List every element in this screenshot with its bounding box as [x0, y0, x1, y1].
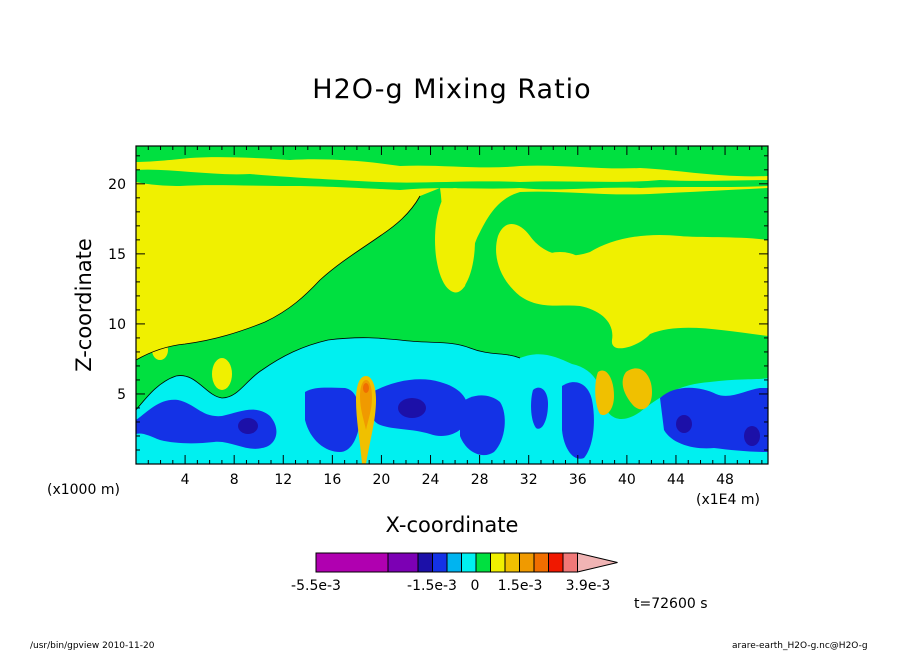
- colorbar-segment: [417, 552, 433, 573]
- time-label: t=72600 s: [634, 596, 708, 612]
- field-yellow-island: [435, 188, 475, 292]
- field-darkblue: [676, 415, 692, 433]
- y-axis: 5 10 15 20: [108, 155, 768, 451]
- x-axis: 4 8 12 16 20 24 28 32 36 40 44 48: [147, 146, 763, 488]
- x-tick-label: 44: [667, 472, 685, 488]
- x-scale-label: (x1E4 m): [696, 492, 760, 508]
- x-tick-label: 28: [471, 472, 489, 488]
- x-tick-label: 12: [274, 472, 292, 488]
- colorbar-label: 3.9e-3: [566, 578, 611, 594]
- x-tick-label: 4: [181, 472, 190, 488]
- field-plume-peak: [363, 383, 369, 393]
- colorbar-segment: [490, 552, 506, 573]
- colorbar-segment: [461, 552, 477, 573]
- field-orange-blob: [595, 370, 614, 416]
- colorbar: -5.5e-3 -1.5e-3 0 1.5e-3 3.9e-3: [291, 552, 618, 594]
- y-tick-label: 5: [117, 387, 126, 403]
- field-green-band: [136, 169, 768, 190]
- colorbar-segment: [315, 552, 389, 573]
- colorbar-segment: [432, 552, 448, 573]
- x-tick-label: 20: [373, 472, 391, 488]
- field-blue: [660, 387, 768, 452]
- field-yellow-island: [212, 358, 232, 390]
- chart-title: H2O-g Mixing Ratio: [312, 74, 592, 105]
- field-blue: [305, 387, 360, 452]
- x-tick-label: 8: [230, 472, 239, 488]
- y-tick-label: 20: [108, 177, 126, 193]
- x-tick-label: 48: [716, 472, 734, 488]
- field-darkblue: [398, 398, 426, 418]
- colorbar-label: -5.5e-3: [291, 578, 341, 594]
- field-green-top: [136, 146, 768, 177]
- footer-command: /usr/bin/gpview 2010-11-20: [30, 641, 155, 651]
- field-blue: [460, 395, 505, 456]
- x-tick-label: 36: [569, 472, 587, 488]
- field-blue: [531, 387, 548, 429]
- y-tick-label: 10: [108, 317, 126, 333]
- field-yellow-island: [152, 340, 168, 360]
- x-tick-label: 40: [618, 472, 636, 488]
- colorbar-label: -1.5e-3: [407, 578, 457, 594]
- x-tick-label: 32: [520, 472, 538, 488]
- colorbar-segment: [504, 552, 520, 573]
- y-tick-label: 15: [108, 247, 126, 263]
- field-yellow-island: [534, 252, 586, 284]
- footer-source: arare-earth_H2O-g.nc@H2O-g: [732, 641, 868, 651]
- y-axis-label: Z-coordinate: [72, 238, 96, 372]
- contour-field: [136, 146, 768, 464]
- colorbar-segment: [548, 552, 564, 573]
- field-orange-blob: [622, 368, 652, 410]
- field-blue: [136, 399, 277, 449]
- colorbar-label: 0: [471, 578, 480, 594]
- field-plume-core: [360, 380, 372, 430]
- colorbar-segment: [387, 552, 419, 573]
- field-darkblue: [744, 426, 760, 446]
- colorbar-segment: [475, 552, 491, 573]
- colorbar-segment: [562, 552, 578, 573]
- colorbar-label: 1.5e-3: [498, 578, 543, 594]
- field-darkblue: [238, 418, 258, 434]
- field-blue: [562, 382, 594, 459]
- contour-lines: [136, 195, 521, 411]
- colorbar-segment: [519, 552, 535, 573]
- colorbar-segment: [446, 552, 462, 573]
- x-tick-label: 24: [422, 472, 440, 488]
- colorbar-segment: [533, 552, 549, 573]
- x-axis-label: X-coordinate: [385, 513, 519, 537]
- x-tick-label: 16: [323, 472, 341, 488]
- plot-frame: [135, 145, 769, 465]
- colorbar-arrow: [577, 552, 618, 573]
- x-unit-label: (x1000 m): [47, 482, 120, 498]
